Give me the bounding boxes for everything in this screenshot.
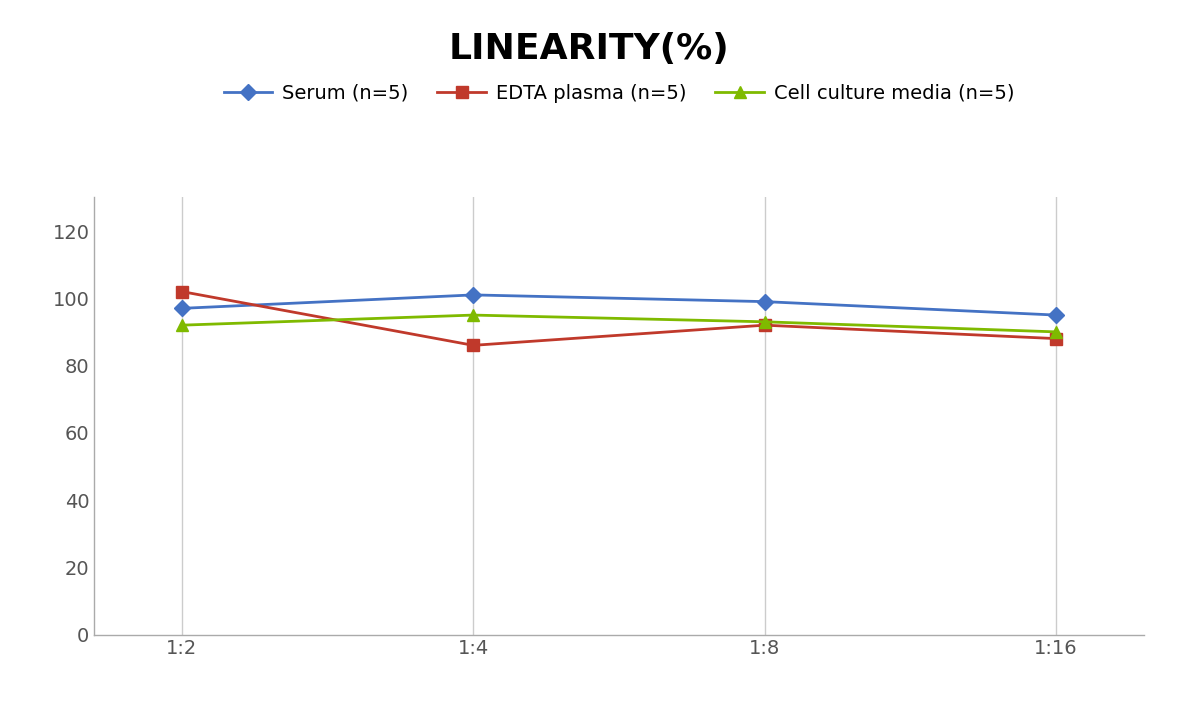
EDTA plasma (n=5): [466, 341, 480, 350]
Legend: Serum (n=5), EDTA plasma (n=5), Cell culture media (n=5): Serum (n=5), EDTA plasma (n=5), Cell cul…: [216, 76, 1022, 111]
Cell culture media (n=5): [174, 321, 189, 329]
Serum (n=5): [1049, 311, 1063, 319]
Cell culture media (n=5): [758, 317, 772, 326]
Serum (n=5): [174, 304, 189, 312]
Line: Cell culture media (n=5): Cell culture media (n=5): [176, 309, 1062, 338]
Cell culture media (n=5): [1049, 328, 1063, 336]
Line: Serum (n=5): Serum (n=5): [176, 289, 1062, 321]
EDTA plasma (n=5): [174, 288, 189, 296]
EDTA plasma (n=5): [758, 321, 772, 329]
Serum (n=5): [466, 290, 480, 299]
EDTA plasma (n=5): [1049, 334, 1063, 343]
Line: EDTA plasma (n=5): EDTA plasma (n=5): [176, 286, 1062, 351]
Cell culture media (n=5): [466, 311, 480, 319]
Text: LINEARITY(%): LINEARITY(%): [449, 32, 730, 66]
Serum (n=5): [758, 298, 772, 306]
